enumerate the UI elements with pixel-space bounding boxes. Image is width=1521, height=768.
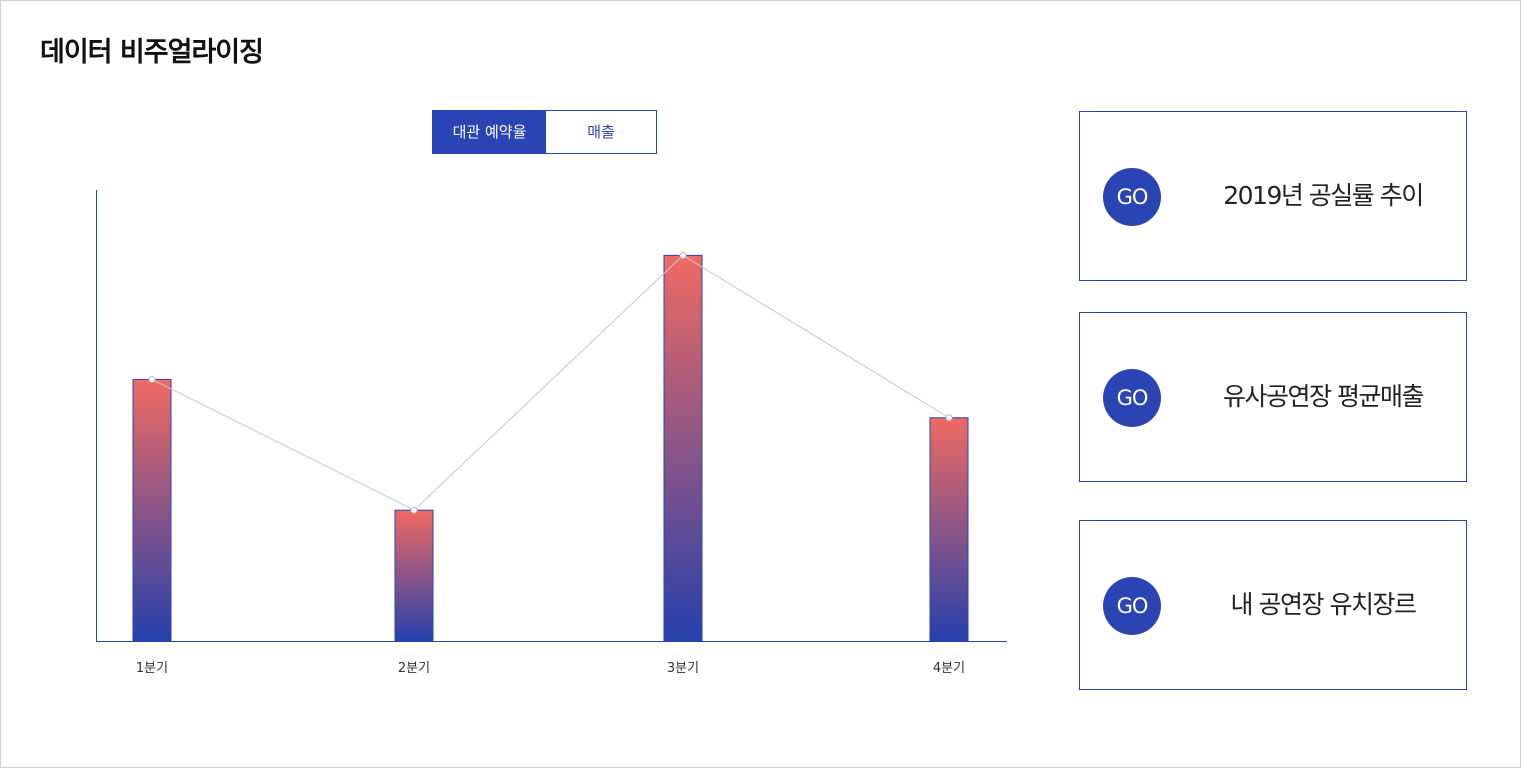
tab-sales[interactable]: 매출 xyxy=(546,111,656,153)
go-button[interactable]: GO xyxy=(1103,168,1161,226)
card-label: 2019년 공실률 추이 xyxy=(1223,181,1424,210)
data-point-3 xyxy=(679,251,687,259)
card-label: 내 공연장 유치장르 xyxy=(1230,590,1417,619)
x-tick-label-group: 1분기 2분기 3분기 4분기 xyxy=(136,661,965,676)
trend-line xyxy=(151,254,950,511)
data-point-4 xyxy=(945,414,953,422)
bar-2 xyxy=(394,509,434,642)
point-group xyxy=(148,251,953,514)
bar-1 xyxy=(132,378,172,642)
page-title: 데이터 비주얼라이징 xyxy=(40,37,264,68)
go-button[interactable]: GO xyxy=(1103,369,1161,427)
data-point-1 xyxy=(148,375,156,383)
x-tick-label: 4분기 xyxy=(933,661,965,676)
bar-group xyxy=(132,254,969,642)
data-point-2 xyxy=(410,506,418,514)
chart-tab-group: 대관 예약율 매출 xyxy=(432,110,657,154)
card-label: 유사공연장 평균매출 xyxy=(1223,382,1424,411)
bar-3 xyxy=(663,254,703,642)
x-tick-label: 2분기 xyxy=(398,661,430,676)
go-button[interactable]: GO xyxy=(1103,577,1161,635)
x-tick-label: 1분기 xyxy=(136,661,168,676)
bar-4 xyxy=(929,417,969,642)
x-tick-label: 3분기 xyxy=(667,661,699,676)
card-vacancy-trend[interactable]: GO 2019년 공실률 추이 xyxy=(1079,111,1467,281)
tab-booking-rate[interactable]: 대관 예약율 xyxy=(433,111,546,153)
card-venue-genres[interactable]: GO 내 공연장 유치장르 xyxy=(1079,520,1467,690)
card-similar-venue-sales[interactable]: GO 유사공연장 평균매출 xyxy=(1079,312,1467,482)
